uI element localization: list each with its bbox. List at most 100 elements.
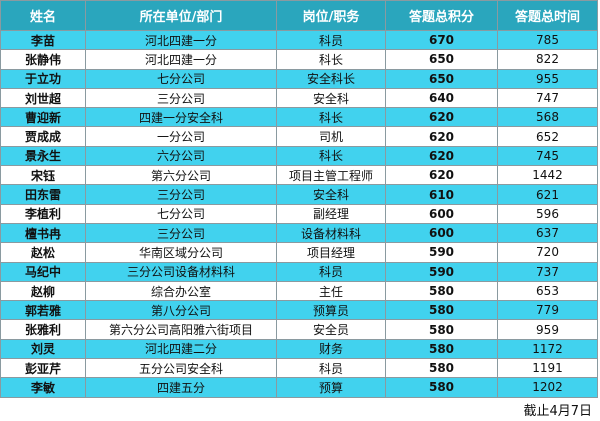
table-row: 马纪中 三分公司设备材料科 科员 590 737	[0, 261, 598, 282]
table-cell: 安全员	[276, 319, 386, 340]
table-cell: 彭亚芹	[0, 358, 86, 379]
table-cell: 预算	[276, 377, 386, 398]
table-cell: 设备材料科	[276, 222, 386, 244]
table-cell: 郭若雅	[0, 300, 86, 321]
table-cell: 赵松	[0, 242, 86, 263]
table-cell: 652	[497, 126, 598, 147]
table-row: 贾成成 一分公司 司机 620 652	[0, 126, 598, 147]
header-cell: 所在单位/部门	[85, 0, 277, 31]
table-cell: 第六分公司高阳雅六街项目	[85, 319, 277, 340]
table-cell: 科长	[276, 49, 386, 70]
table-cell: 于立功	[0, 68, 86, 89]
table-row: 于立功 七分公司 安全科长 650 955	[0, 68, 598, 89]
table-cell: 财务	[276, 338, 386, 360]
table-cell: 1172	[497, 338, 598, 360]
table-cell: 第八分公司	[85, 300, 277, 321]
table-row: 赵柳 综合办公室 主任 580 653	[0, 280, 598, 302]
table-cell: 河北四建二分	[85, 338, 277, 360]
table-cell: 河北四建一分	[85, 29, 277, 51]
table-cell: 580	[385, 280, 498, 302]
table-cell: 580	[385, 338, 498, 360]
table-cell: 综合办公室	[85, 280, 277, 302]
table-cell: 田东雷	[0, 184, 86, 205]
table-cell: 720	[497, 242, 598, 263]
table-row: 曹迎新 四建一分安全科 科长 620 568	[0, 107, 598, 128]
table-cell: 三分公司	[85, 87, 277, 109]
table-cell: 650	[385, 49, 498, 70]
footer-note: 截止4月7日	[523, 404, 592, 419]
table-cell: 安全科长	[276, 68, 386, 89]
table-cell: 项目主管工程师	[276, 165, 386, 186]
table-cell: 822	[497, 49, 598, 70]
table-cell: 五分公司安全科	[85, 358, 277, 379]
table-cell: 河北四建一分	[85, 49, 277, 70]
table-cell: 747	[497, 87, 598, 109]
table-row: 郭若雅 第八分公司 预算员 580 779	[0, 300, 598, 321]
table-cell: 637	[497, 222, 598, 244]
header-cell: 姓名	[0, 0, 86, 31]
table-cell: 张雅利	[0, 319, 86, 340]
table-cell: 600	[385, 222, 498, 244]
header-cell: 答题总时间	[497, 0, 598, 31]
table-cell: 六分公司	[85, 145, 277, 167]
table-cell: 1442	[497, 165, 598, 186]
table-cell: 590	[385, 242, 498, 263]
table-row: 刘世超 三分公司 安全科 640 747	[0, 87, 598, 109]
table-cell: 670	[385, 29, 498, 51]
table-cell: 620	[385, 107, 498, 128]
table-cell: 590	[385, 261, 498, 282]
ranking-table: 姓名 所在单位/部门 岗位/职务 答题总积分 答题总时间 李苗 河北四建一分 科员 670 78…	[0, 0, 598, 398]
table-cell: 项目经理	[276, 242, 386, 263]
table-cell: 596	[497, 203, 598, 224]
table-cell: 科员	[276, 358, 386, 379]
table-cell: 科长	[276, 107, 386, 128]
table-cell: 景永生	[0, 145, 86, 167]
table-cell: 七分公司	[85, 203, 277, 224]
table-row: 刘灵 河北四建二分 财务 580 1172	[0, 338, 598, 360]
table-row: 张静伟 河北四建一分 科长 650 822	[0, 49, 598, 70]
table-cell: 刘世超	[0, 87, 86, 109]
table-cell: 李苗	[0, 29, 86, 51]
table-cell: 580	[385, 319, 498, 340]
table-cell: 三分公司	[85, 222, 277, 244]
table-cell: 580	[385, 300, 498, 321]
table-cell: 贾成成	[0, 126, 86, 147]
table-cell: 959	[497, 319, 598, 340]
table-cell: 1202	[497, 377, 598, 398]
table-cell: 1191	[497, 358, 598, 379]
table-row: 檀书冉 三分公司 设备材料科 600 637	[0, 222, 598, 244]
table-cell: 曹迎新	[0, 107, 86, 128]
table-row: 张雅利 第六分公司高阳雅六街项目 安全员 580 959	[0, 319, 598, 340]
table-row: 宋钰 第六分公司 项目主管工程师 620 1442	[0, 165, 598, 186]
table-cell: 四建五分	[85, 377, 277, 398]
table-cell: 科员	[276, 29, 386, 51]
table-row: 景永生 六分公司 科长 620 745	[0, 145, 598, 167]
table-cell: 司机	[276, 126, 386, 147]
table-cell: 华南区域分公司	[85, 242, 277, 263]
table-cell: 主任	[276, 280, 386, 302]
table-row: 彭亚芹 五分公司安全科 科员 580 1191	[0, 358, 598, 379]
table-cell: 第六分公司	[85, 165, 277, 186]
table-cell: 李植利	[0, 203, 86, 224]
table-cell: 檀书冉	[0, 222, 86, 244]
table-cell: 三分公司设备材料科	[85, 261, 277, 282]
table-cell: 副经理	[276, 203, 386, 224]
table-cell: 779	[497, 300, 598, 321]
table-cell: 653	[497, 280, 598, 302]
table-cell: 610	[385, 184, 498, 205]
header-row: 姓名 所在单位/部门 岗位/职务 答题总积分 答题总时间	[0, 0, 598, 31]
table-cell: 580	[385, 358, 498, 379]
table-cell: 600	[385, 203, 498, 224]
table-body: 李苗 河北四建一分 科员 670 785 张静伟 河北四建一分 科长 650 822 于立功 七分公司…	[0, 29, 598, 398]
table-cell: 李敏	[0, 377, 86, 398]
header-cell: 答题总积分	[385, 0, 498, 31]
table-cell: 七分公司	[85, 68, 277, 89]
table-cell: 刘灵	[0, 338, 86, 360]
table-cell: 737	[497, 261, 598, 282]
table-row: 田东雷 三分公司 安全科 610 621	[0, 184, 598, 205]
table-cell: 安全科	[276, 184, 386, 205]
table-cell: 一分公司	[85, 126, 277, 147]
table-cell: 三分公司	[85, 184, 277, 205]
table-row: 赵松 华南区域分公司 项目经理 590 720	[0, 242, 598, 263]
